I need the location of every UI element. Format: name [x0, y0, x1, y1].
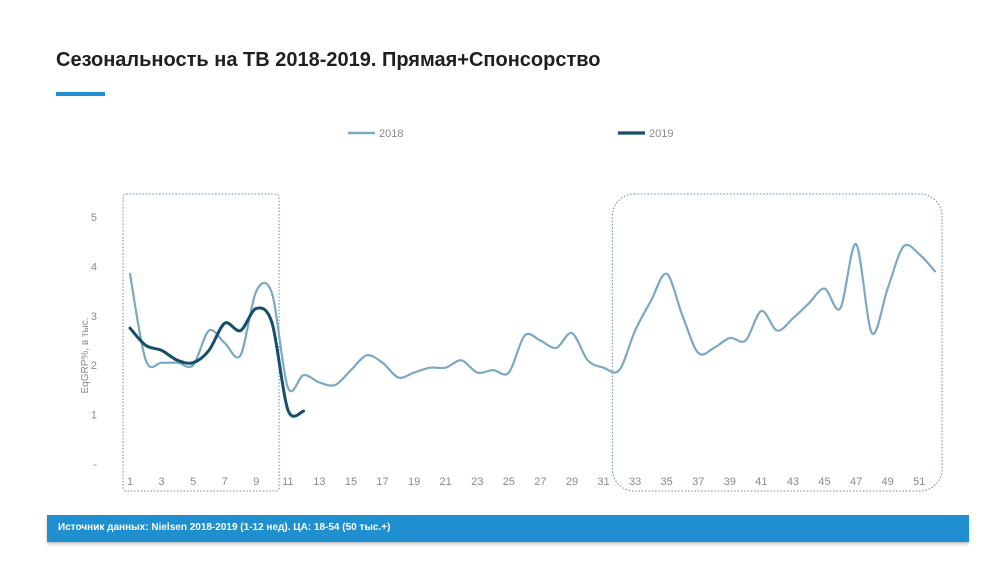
x-tick-label: 39: [724, 476, 736, 488]
y-axis-label: EqGRP%, в тыс.: [80, 318, 91, 394]
slide-title: Сезональность на ТВ 2018-2019. Прямая+Сп…: [56, 49, 601, 71]
x-tick-label: 5: [190, 476, 196, 488]
y-tick-label: 2: [91, 360, 97, 372]
legend-label-2019: 2019: [649, 128, 673, 140]
x-tick-label: 15: [345, 476, 357, 488]
y-tick-label: 1: [91, 410, 97, 422]
y-tick-label: 3: [91, 311, 97, 323]
x-tick-label: 51: [913, 476, 925, 488]
y-tick-label: 5: [91, 212, 97, 224]
x-tick-label: 25: [503, 476, 515, 488]
x-tick-label: 31: [597, 476, 609, 488]
highlight-frame-2: [611, 193, 943, 492]
x-tick-label: 27: [534, 476, 546, 488]
x-tick-label: 45: [818, 476, 830, 488]
x-tick-label: 9: [253, 476, 259, 488]
y-tick-label: 4: [91, 261, 97, 273]
x-tick-label: 19: [408, 476, 420, 488]
x-tick-label: 37: [692, 476, 704, 488]
legend-label-2018: 2018: [379, 128, 403, 140]
y-tick-label: -: [93, 459, 97, 471]
x-tick-label: 21: [440, 476, 452, 488]
x-tick-label: 17: [376, 476, 388, 488]
x-tick-label: 29: [566, 476, 578, 488]
x-tick-label: 7: [222, 476, 228, 488]
source-text: Источник данных: Nielsen 2018-2019 (1-12…: [58, 522, 391, 533]
x-tick-label: 11: [282, 476, 293, 488]
x-tick-label: 43: [787, 476, 799, 488]
x-tick-label: 33: [629, 476, 641, 488]
x-tick-label: 41: [755, 476, 767, 488]
series-line-2019: [128, 306, 306, 418]
x-tick-label: 3: [159, 476, 165, 488]
series-line-2018: [128, 243, 937, 393]
x-tick-label: 35: [661, 476, 673, 488]
highlight-frame-1: [122, 193, 280, 492]
x-tick-label: 1: [127, 476, 133, 488]
source-footer: Источник данных: Nielsen 2018-2019 (1-12…: [47, 515, 969, 542]
x-tick-label: 47: [850, 476, 862, 488]
x-tick-label: 13: [313, 476, 325, 488]
x-tick-label: 49: [882, 476, 894, 488]
title-accent-bar: [56, 92, 105, 96]
x-tick-label: 23: [471, 476, 483, 488]
